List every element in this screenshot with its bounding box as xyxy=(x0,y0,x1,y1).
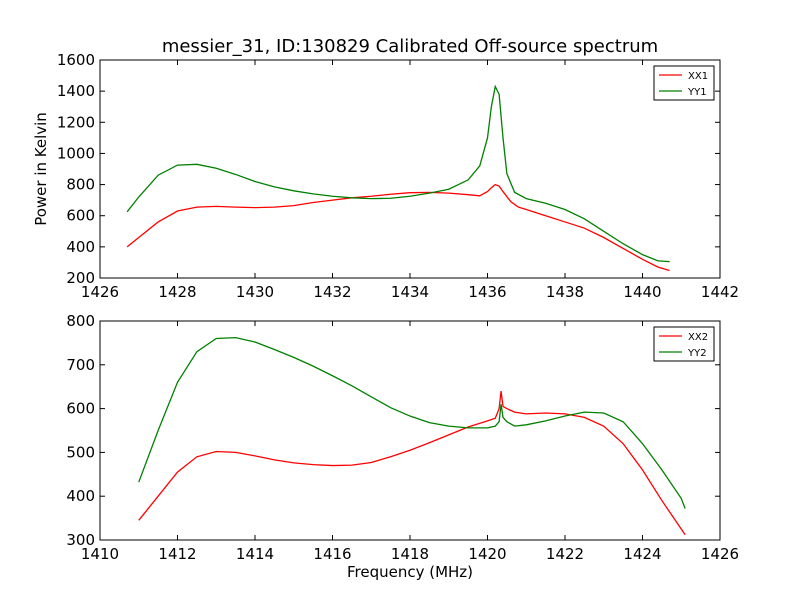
y-tick-label: 1400 xyxy=(57,82,95,100)
x-tick-label: 1432 xyxy=(313,283,351,301)
x-tick-label: 1428 xyxy=(158,283,196,301)
legend-label-yy1: YY1 xyxy=(687,87,707,98)
x-tick-label: 1434 xyxy=(391,283,429,301)
y-tick-label: 1200 xyxy=(57,113,95,131)
x-tick-label: 1426 xyxy=(701,545,739,563)
legend-box xyxy=(653,326,715,362)
y-tick-label: 500 xyxy=(66,443,95,461)
y-tick-label: 200 xyxy=(66,269,95,287)
y-tick-label: 600 xyxy=(66,400,95,418)
y-axis-label: Power in Kelvin xyxy=(32,112,50,226)
plot-2: 1410 1412 1414 1416 1418 1420 1422 1424 1426 300 4… xyxy=(66,312,739,581)
y-tick-label: 800 xyxy=(66,176,95,194)
legend-label-yy2: YY2 xyxy=(687,348,707,359)
y-tick-label: 800 xyxy=(66,312,95,330)
x-tick-label: 1420 xyxy=(468,545,506,563)
plot-1: 1426 1428 1430 1432 1434 1436 1438 1440 1442 200 4… xyxy=(32,36,739,301)
x-tick-label: 1418 xyxy=(391,545,429,563)
x-tick-label: 1412 xyxy=(158,545,196,563)
legend-box xyxy=(653,65,715,101)
series-line-xx2 xyxy=(138,390,686,536)
chart-title: messier_31, ID:130829 Calibrated Off-sou… xyxy=(162,36,658,57)
x-tick-label: 1424 xyxy=(623,545,661,563)
series-line-yy1 xyxy=(126,84,670,263)
x-tick-label: 1436 xyxy=(468,283,506,301)
legend-label-xx1: XX1 xyxy=(688,71,708,82)
series-line-xx1 xyxy=(126,183,670,272)
y-tick-label: 700 xyxy=(66,356,95,374)
y-tick-label: 1000 xyxy=(57,144,95,162)
legend-label-xx2: XX2 xyxy=(688,332,708,343)
x-axis-label: Frequency (MHz) xyxy=(347,563,473,581)
y-tick-label: 400 xyxy=(66,487,95,505)
x-tick-label: 1422 xyxy=(546,545,584,563)
y-tick-label: 1600 xyxy=(57,51,95,69)
x-tick-label: 1430 xyxy=(236,283,274,301)
x-tick-label: 1416 xyxy=(313,545,351,563)
series-line-yy2 xyxy=(138,336,686,509)
x-tick-label: 1410 xyxy=(81,545,119,563)
x-tick-label: 1426 xyxy=(81,283,119,301)
y-tick-label: 300 xyxy=(66,531,95,549)
y-tick-label: 400 xyxy=(66,238,95,256)
x-tick-label: 1438 xyxy=(546,283,584,301)
y-tick-label: 600 xyxy=(66,207,95,225)
x-tick-label: 1442 xyxy=(701,283,739,301)
x-tick-label: 1414 xyxy=(236,545,274,563)
x-tick-label: 1440 xyxy=(623,283,661,301)
plot-frame xyxy=(99,320,721,541)
